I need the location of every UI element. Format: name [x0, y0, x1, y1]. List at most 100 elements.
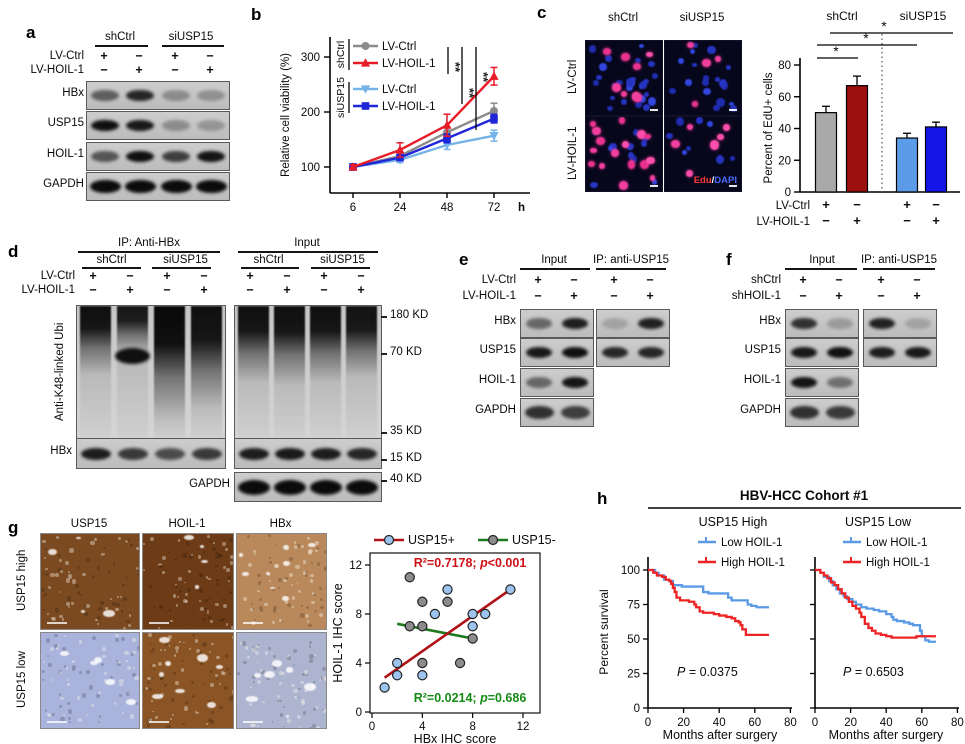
blot-box [520, 368, 594, 397]
survival-curve [648, 568, 770, 609]
dapi-nucleus-dot [676, 117, 685, 127]
marker-triangle-up [489, 71, 499, 80]
tissue-speckle [307, 550, 313, 555]
tissue-speckle [170, 717, 173, 720]
tissue-speckle [292, 663, 295, 666]
tissue-vessel [124, 540, 128, 543]
dapi-nucleus-dot [620, 99, 627, 106]
tissue-speckle [147, 677, 151, 681]
header-underline [785, 268, 857, 270]
tissue-speckle [175, 649, 179, 653]
protein-band [560, 405, 590, 420]
header-underline [520, 268, 590, 270]
tissue-speckle [51, 617, 56, 621]
tissue-speckle [249, 686, 253, 689]
edu-positive-dot [639, 159, 649, 169]
tissue-speckle [162, 571, 165, 574]
tissue-speckle [202, 551, 205, 554]
edu-label: Edu [693, 175, 712, 186]
usp15-pos-point [391, 670, 403, 681]
tissue-speckle [247, 656, 251, 660]
tissue-speckle [250, 608, 254, 612]
tissue-speckle [251, 645, 255, 649]
tissue-speckle [232, 685, 233, 689]
edu-positive-dot [619, 117, 625, 124]
protein-band [346, 448, 377, 460]
tissue-speckle [57, 567, 62, 573]
tissue-speckle [64, 561, 69, 565]
tissue-speckle [69, 548, 74, 553]
usp15-neg-point [417, 621, 428, 632]
tissue-speckle [175, 681, 179, 685]
tissue-speckle [102, 654, 106, 659]
tissue-speckle [126, 666, 131, 671]
tissue-speckle [49, 646, 55, 652]
tissue-vessel [159, 637, 170, 644]
tissue-speckle [251, 602, 254, 605]
dapi-nucleus-dot [685, 145, 691, 151]
protein-band [869, 317, 895, 330]
tissue-speckle [178, 576, 182, 581]
dapi-nucleus-dot [648, 96, 657, 107]
tissue-speckle [324, 549, 326, 554]
tissue-vessel [94, 657, 102, 664]
tissue-speckle [274, 563, 279, 568]
tissue-vessel [281, 596, 289, 601]
tissue-speckle [135, 547, 139, 550]
input-header: Input [294, 237, 320, 249]
dapi-nucleus-dot [644, 91, 650, 97]
ihc-col-label: HOIL-1 [168, 518, 206, 530]
tissue-speckle [61, 618, 65, 621]
edu-positive-dot [632, 62, 642, 71]
blot-box [596, 338, 670, 367]
tissue-speckle [122, 597, 127, 602]
blot-label: GAPDH [740, 403, 781, 416]
tissue-speckle [124, 650, 129, 656]
tissue-speckle [208, 577, 211, 581]
tissue-speckle [148, 633, 152, 637]
protein-band [526, 376, 552, 389]
ubi-vertical-label: Anti-K48-linked Ubi [54, 322, 66, 422]
tissue-speckle [194, 638, 199, 643]
tissue-speckle [212, 547, 217, 552]
usp15-neg-point [454, 657, 466, 669]
tissue-vessel [254, 673, 262, 678]
tissue-speckle [191, 694, 195, 699]
tissue-speckle [306, 606, 310, 610]
tissue-speckle [71, 665, 77, 670]
tissue-speckle [130, 714, 135, 719]
tissue-speckle [148, 643, 151, 646]
ihc-image-grid: USP15 HOIL-1 HBx USP15 high USP15 low [0, 515, 570, 744]
tissue-speckle [153, 668, 155, 671]
tissue-speckle [224, 654, 229, 658]
lane-sign: − [822, 213, 830, 228]
tissue-speckle [298, 726, 302, 728]
protein-band [638, 317, 664, 330]
dapi-nucleus-dot [639, 80, 648, 89]
tissue-speckle [199, 606, 204, 611]
treatment-row-label: LV-Ctrl [481, 274, 516, 286]
tissue-speckle [68, 720, 72, 723]
panel-f: f Input IP: anti-USP15 shCtrl + − + − shHOIL-1 −… [712, 235, 965, 470]
edu-dapi-overlay: Edu/DAPI [693, 175, 737, 187]
lane-group-label: Input [809, 254, 835, 266]
edu-positive-dot [592, 126, 601, 135]
tissue-speckle [65, 602, 71, 607]
tissue-speckle [150, 537, 155, 542]
panel-h: h HBV-HCC Cohort #1 Percent survival USP15… [570, 480, 965, 744]
header-underline [162, 45, 224, 47]
tissue-speckle [215, 551, 219, 556]
tissue-speckle [97, 607, 102, 612]
tissue-vessel [106, 679, 115, 685]
tissue-speckle [310, 573, 314, 578]
tissue-speckle [203, 683, 206, 686]
x-tick-label: 0 [645, 717, 651, 729]
tissue-speckle [302, 571, 307, 575]
edu-positive-dot [710, 140, 720, 150]
input-gapdh-blot [234, 472, 382, 502]
edu-positive-dot [670, 139, 681, 148]
x-tick-label: 60 [748, 717, 761, 729]
tissue-speckle [192, 613, 195, 616]
x-tick-label: 72 [488, 202, 501, 214]
fluorescence-image [585, 40, 663, 116]
